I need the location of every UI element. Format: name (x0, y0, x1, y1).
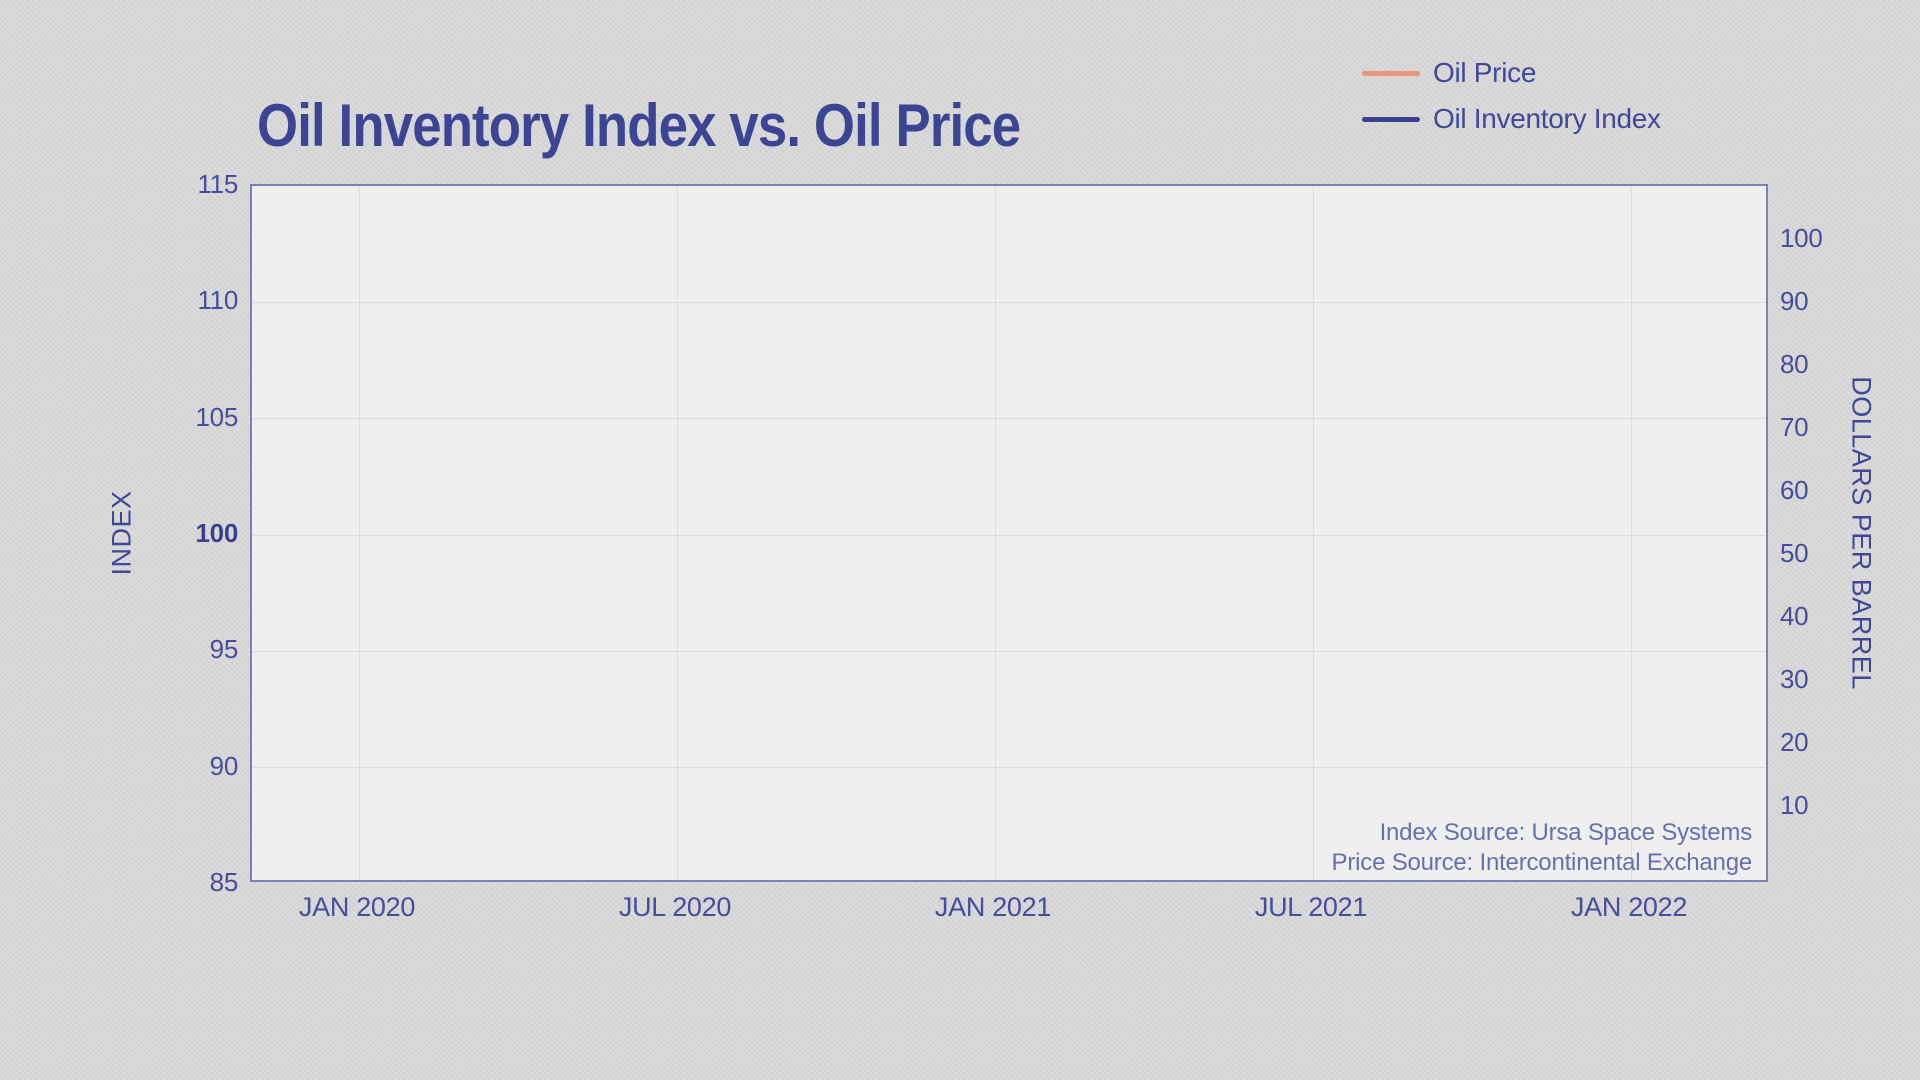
legend-label: Oil Price (1433, 57, 1537, 88)
legend: Oil Price Oil Inventory Index (1362, 55, 1661, 147)
right-axis-tick-label: 70 (1780, 412, 1809, 443)
right-axis-tick-label: 20 (1780, 727, 1809, 758)
left-axis-tick-label: 110 (197, 285, 238, 316)
right-axis-tick-label: 50 (1780, 538, 1809, 569)
index-source-line: Index Source: Ursa Space Systems (1379, 819, 1753, 846)
chart-title: Oil Inventory Index vs. Oil Price (257, 92, 1021, 160)
right-axis-tick-label: 40 (1780, 601, 1809, 632)
x-axis-tick-label: JAN 2021 (934, 892, 1052, 922)
right-axis-title: DOLLARS PER BARREL (1846, 376, 1877, 690)
left-axis-tick-label: 115 (197, 169, 238, 199)
legend-label: Oil Inventory Index (1433, 103, 1661, 134)
price-source-line: Price Source: Intercontinental Exchange (1331, 849, 1753, 876)
left-axis-tick-label: 85 (209, 867, 239, 897)
left-axis-tick-label: 100 (195, 518, 239, 548)
h-gridline (252, 767, 1766, 769)
left-axis-tick-label: 90 (209, 750, 239, 781)
left-axis-tick-label: 105 (195, 401, 239, 432)
legend-line-swatch (1362, 70, 1420, 76)
v-gridline (676, 186, 678, 880)
right-axis-tick-label: 10 (1780, 790, 1809, 821)
x-axis-tick-label: JAN 2022 (1570, 892, 1688, 922)
h-gridline (252, 534, 1766, 536)
legend-item-oil-inventory-index[interactable]: Oil Inventory Index (1362, 101, 1661, 137)
x-axis-tick-label: JUL 2020 (618, 892, 732, 922)
v-gridline (994, 186, 996, 880)
h-gridline (252, 418, 1766, 420)
h-gridline (252, 650, 1766, 652)
x-axis-tick-label: JAN 2020 (298, 892, 416, 922)
right-axis-tick-label: 90 (1780, 286, 1809, 317)
source-attribution: Index Source: Ursa Space Systems Price S… (1331, 818, 1753, 878)
right-axis-tick-label: 30 (1780, 664, 1809, 695)
right-axis-tick-label: 60 (1780, 475, 1809, 506)
legend-item-oil-price[interactable]: Oil Price (1362, 55, 1661, 91)
v-gridline (1312, 186, 1314, 880)
h-gridline (252, 301, 1766, 303)
legend-line-swatch (1362, 116, 1420, 122)
x-axis-tick-label: JUL 2021 (1254, 892, 1368, 922)
plot-area[interactable] (250, 184, 1768, 882)
right-axis-tick-label: 100 (1780, 223, 1823, 254)
v-gridline (1630, 186, 1632, 880)
right-axis-tick-label: 80 (1780, 349, 1809, 380)
left-axis-tick-label: 95 (209, 634, 239, 665)
v-gridline (358, 186, 360, 880)
left-axis-title: INDEX (106, 490, 137, 576)
